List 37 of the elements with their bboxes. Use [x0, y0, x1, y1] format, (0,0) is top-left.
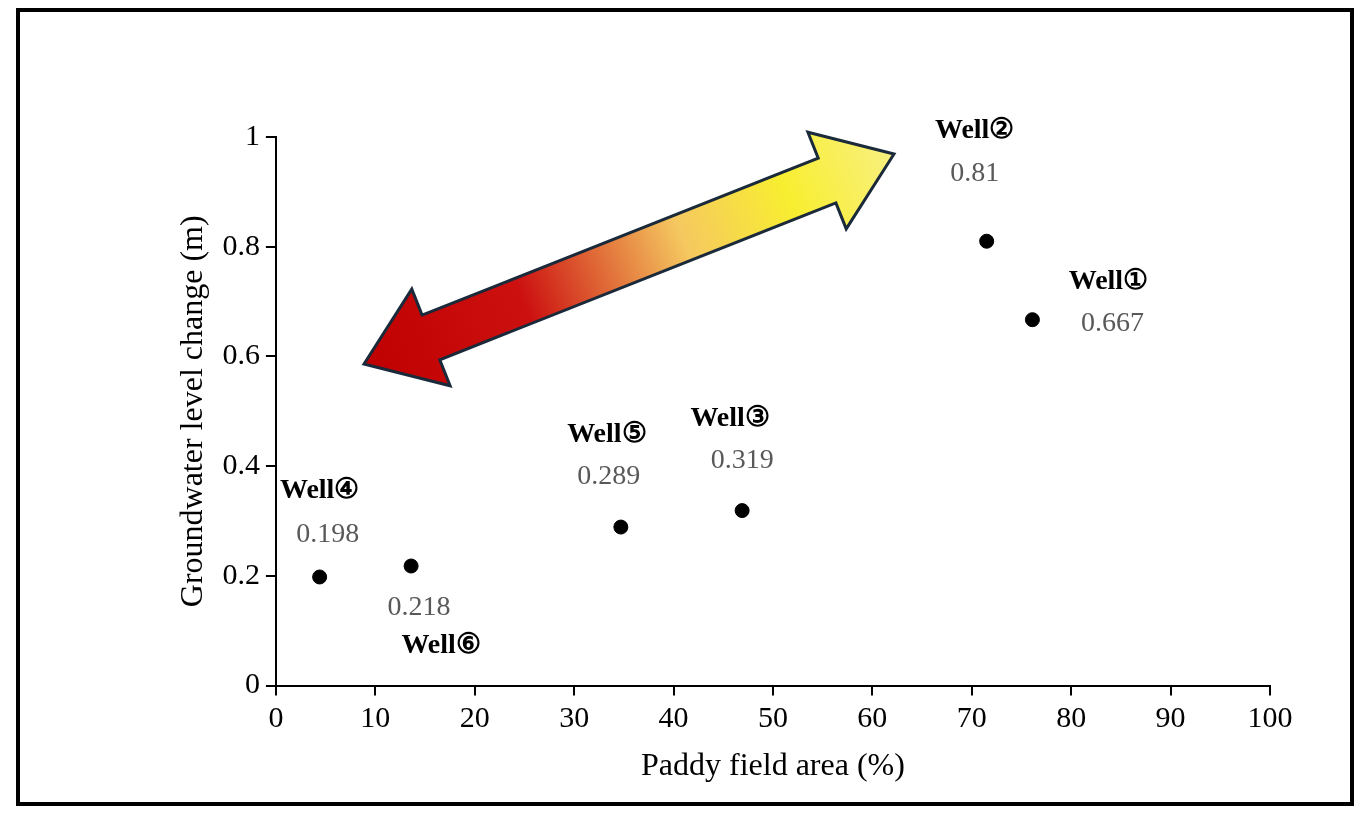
x-tick-label: 90 [1155, 700, 1186, 734]
x-tick-label: 30 [559, 700, 590, 734]
x-tick-label: 50 [757, 700, 788, 734]
point [403, 558, 419, 574]
data-label: 0.667 [1080, 306, 1144, 338]
data-label: 0.319 [710, 442, 774, 474]
point [312, 569, 328, 585]
point [979, 233, 995, 249]
data-label: 0.81 [950, 155, 1000, 187]
y-tick-label: 0.6 [222, 337, 260, 371]
data-label: 0.289 [577, 459, 641, 491]
x-tick-label: 40 [658, 700, 689, 734]
x-axis-title: Paddy field area (%) [641, 746, 905, 783]
annotation: Well① [1068, 263, 1149, 295]
point [1024, 312, 1040, 328]
x-tick-label: 20 [459, 700, 490, 734]
annotation: Well④ [279, 473, 360, 505]
point [734, 503, 750, 519]
y-tick-label: 0 [244, 666, 260, 700]
x-tick-label: 10 [360, 700, 391, 734]
y-axis-title: Groundwater level change (m) [172, 215, 209, 608]
x-tick-label: 70 [956, 700, 987, 734]
point [613, 519, 629, 535]
annotation: Well③ [690, 400, 770, 432]
y-tick-label: 0.2 [222, 556, 260, 590]
x-tick-label: 100 [1247, 700, 1293, 734]
y-tick-label: 1 [244, 117, 260, 151]
data-label: 0.198 [296, 517, 360, 549]
annotation: Well② [934, 113, 1015, 145]
x-tick-label: 0 [268, 700, 284, 734]
y-tick-label: 0.8 [222, 227, 260, 261]
x-tick-label: 60 [857, 700, 888, 734]
annotation: Well⑤ [567, 417, 647, 449]
x-tick-label: 80 [1056, 700, 1087, 734]
data-label: 0.218 [387, 590, 451, 622]
annotation: Well⑥ [401, 628, 481, 660]
y-tick-label: 0.4 [222, 447, 260, 481]
